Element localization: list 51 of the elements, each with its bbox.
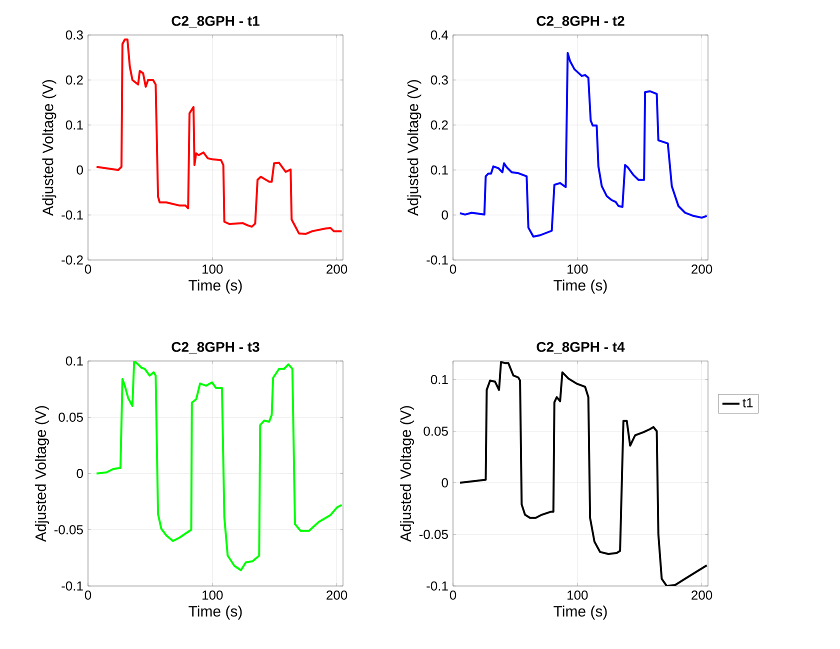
y-tick-label: 0.05 — [58, 412, 83, 422]
line-series — [96, 38, 343, 235]
y-axis-title: Adjusted Voltage (V) — [407, 80, 422, 216]
x-tick-label: 100 — [202, 264, 223, 274]
y-tick-label: 0.3 — [430, 75, 448, 85]
y-tick-label: 0.05 — [424, 426, 448, 436]
x-tick-label: 0 — [450, 590, 456, 600]
y-tick-label: 0.3 — [66, 30, 83, 40]
y-tick-label: 0.2 — [430, 120, 448, 130]
chart-title: C2_8GPH - t1 — [172, 16, 260, 28]
x-tick-label: 0 — [84, 590, 92, 600]
y-tick-label: -0.1 — [62, 210, 83, 220]
y-tick-label: 0.1 — [430, 165, 448, 175]
y-tick-label: 0.2 — [66, 75, 83, 85]
y-tick-label: 0 — [442, 210, 448, 220]
chart-title: C2_8GPH - t2 — [536, 16, 624, 28]
y-tick-label: -0.1 — [426, 581, 448, 591]
line-series — [458, 361, 708, 586]
x-axis-title: Time (s) — [554, 280, 607, 294]
line-series — [96, 361, 343, 572]
x-axis-title: Time (s) — [188, 280, 242, 294]
y-tick-label: 0 — [76, 165, 83, 175]
y-tick-label: -0.05 — [54, 525, 83, 534]
line-series — [458, 52, 708, 238]
x-tick-label: 200 — [692, 264, 712, 274]
y-tick-label: 0.1 — [66, 120, 83, 130]
x-tick-label: 0 — [84, 264, 92, 274]
chart-title: C2_8GPH - t3 — [172, 342, 260, 354]
x-tick-label: 200 — [692, 590, 712, 600]
y-tick-label: -0.05 — [419, 530, 448, 539]
x-tick-label: 0 — [450, 264, 456, 274]
y-tick-label: -0.2 — [62, 255, 83, 265]
x-tick-label: 100 — [568, 264, 588, 274]
x-tick-label: 100 — [202, 590, 223, 600]
x-tick-label: 200 — [326, 264, 348, 274]
y-tick-label: 0.1 — [430, 374, 448, 384]
x-tick-label: 100 — [568, 590, 588, 600]
y-axis-title: Adjusted Voltage (V) — [42, 80, 56, 216]
y-tick-label: 0 — [442, 478, 448, 488]
x-axis-title: Time (s) — [188, 606, 242, 620]
y-tick-label: 0 — [76, 468, 83, 478]
y-axis-title: Adjusted Voltage (V) — [400, 406, 414, 542]
y-tick-label: -0.1 — [62, 581, 83, 591]
y-tick-label: -0.1 — [426, 255, 448, 265]
x-axis-title: Time (s) — [554, 606, 607, 620]
y-tick-label: 0.4 — [430, 30, 448, 40]
chart-title: C2_8GPH - t4 — [536, 342, 625, 354]
legend-label: t1 — [742, 398, 753, 408]
y-tick-label: 0.1 — [66, 356, 83, 366]
x-tick-label: 200 — [326, 590, 348, 600]
y-axis-title: Adjusted Voltage (V) — [34, 406, 49, 542]
